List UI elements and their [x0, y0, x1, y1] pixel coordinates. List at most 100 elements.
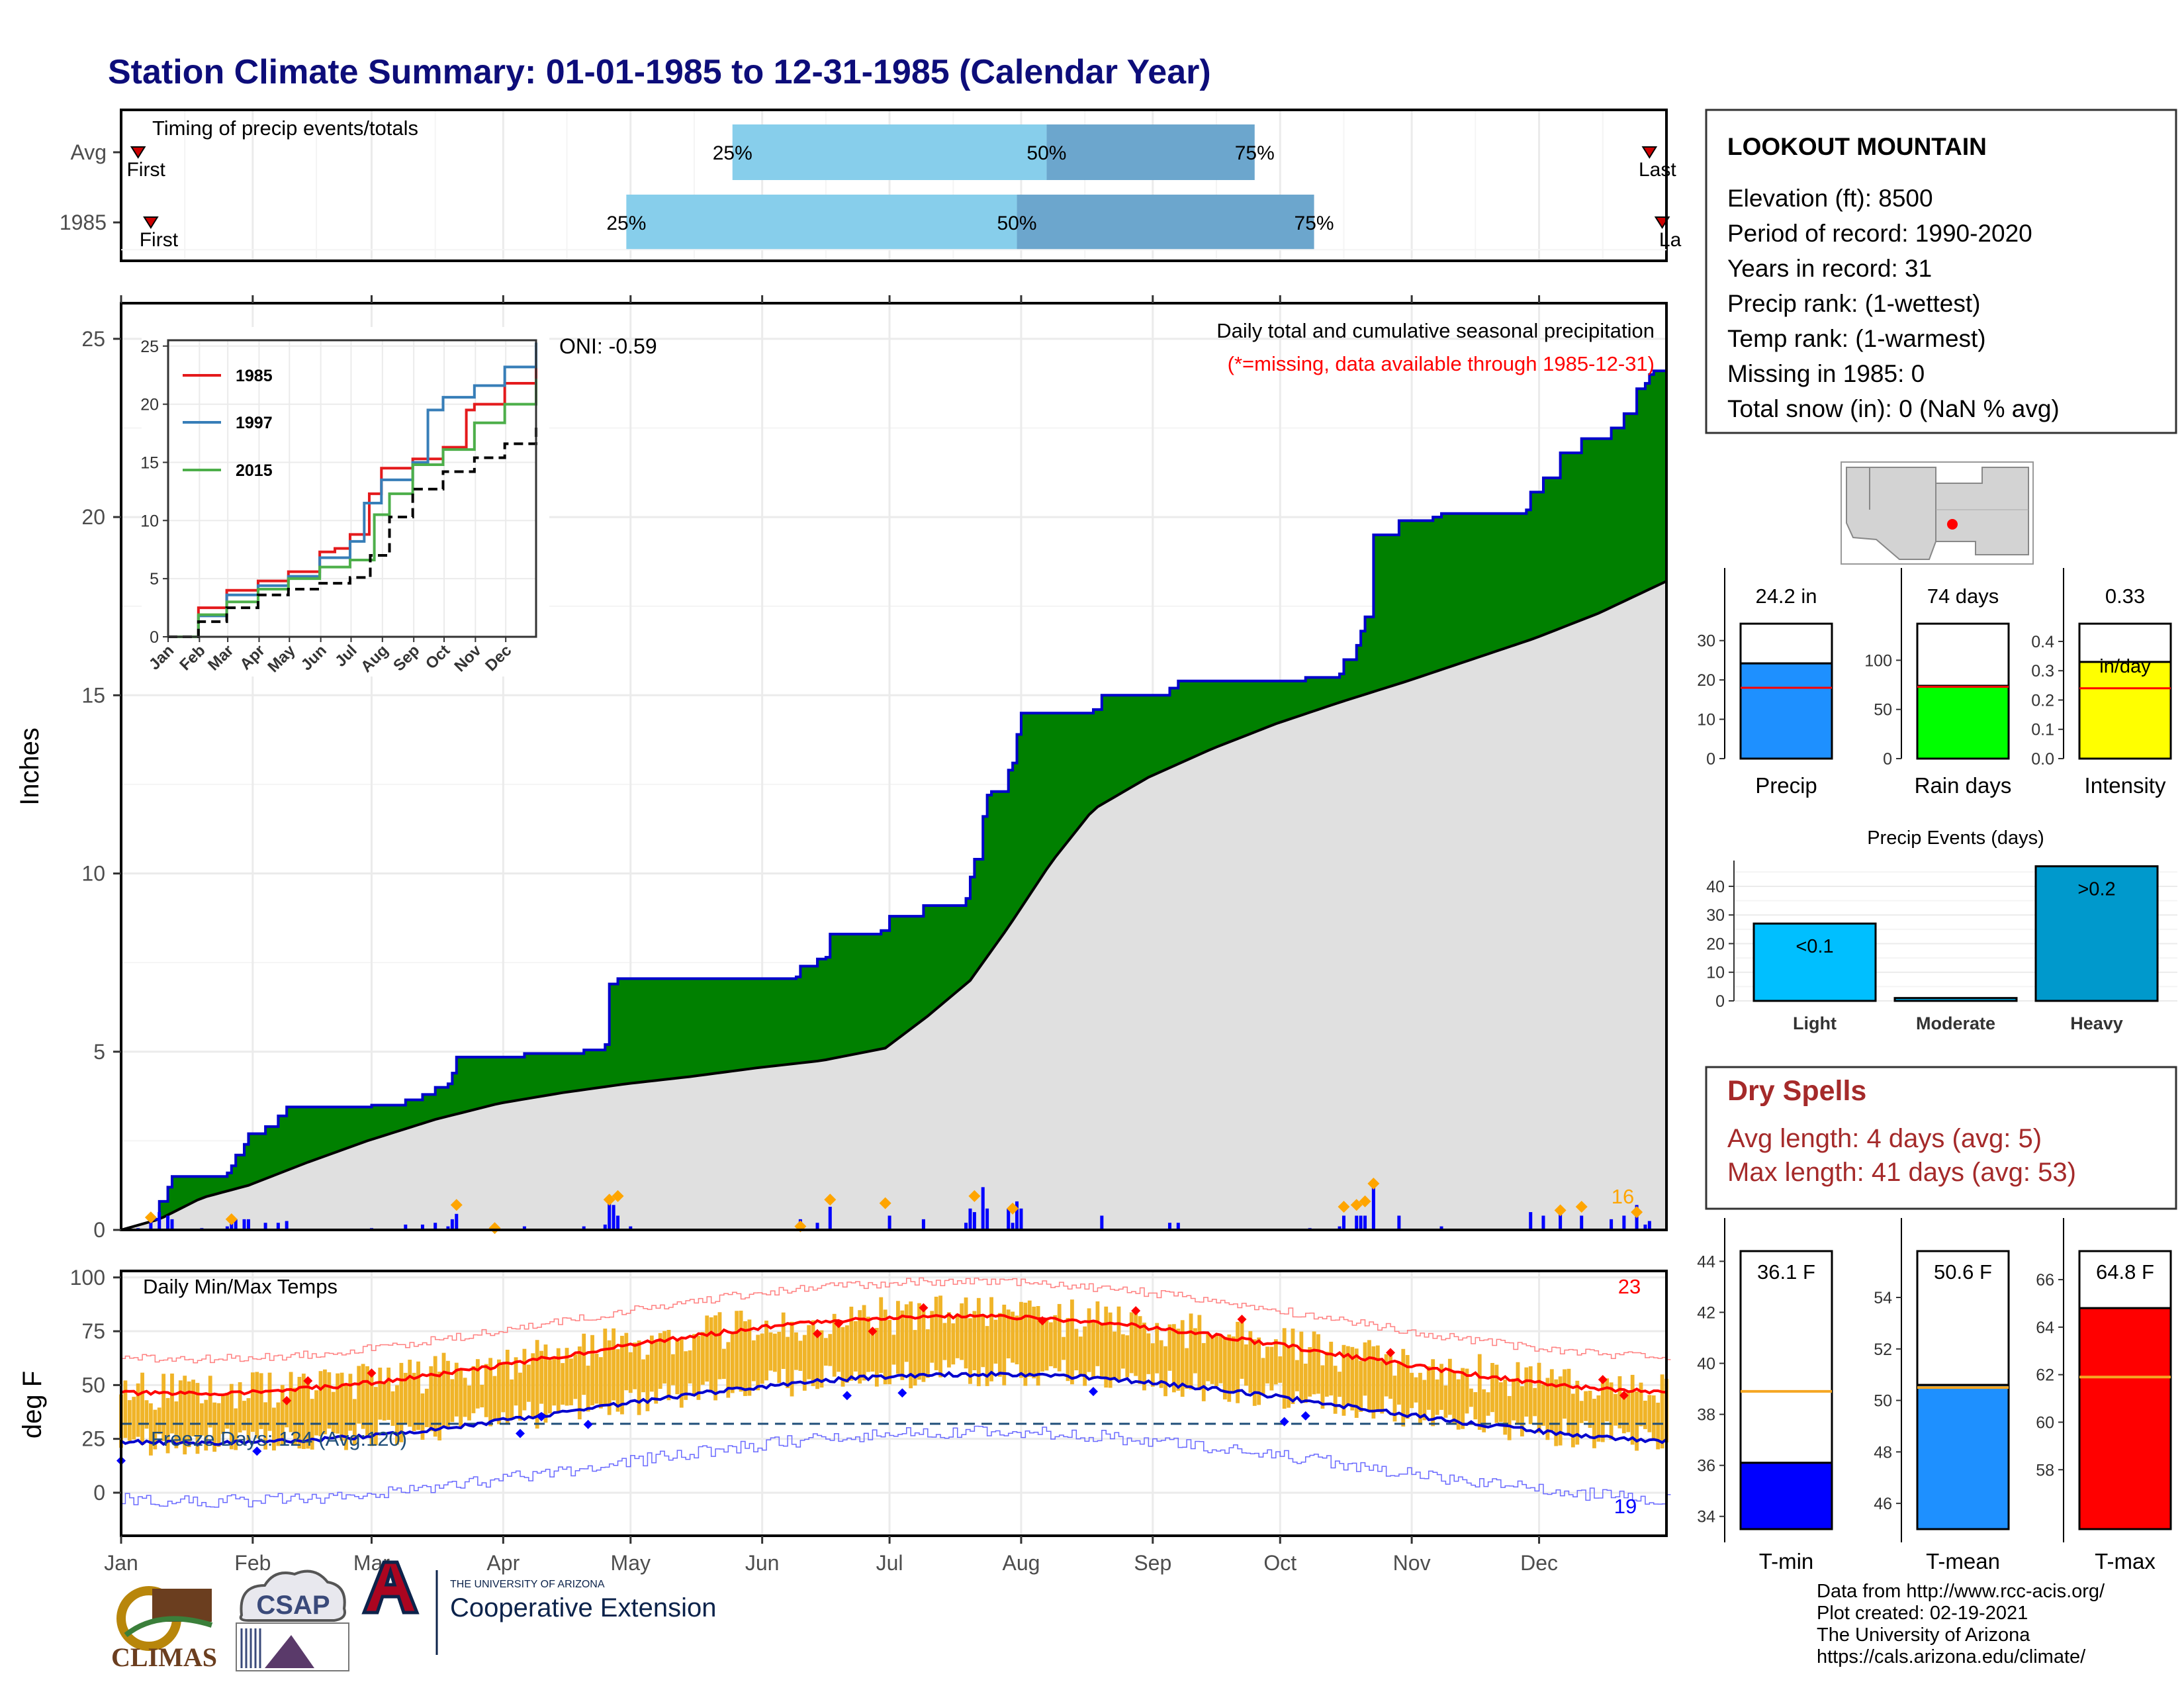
temp-daily-bar [412, 1372, 416, 1431]
temp-daily-bar [556, 1348, 561, 1412]
timing-row-name: 1985 [60, 211, 107, 234]
precip-ytick-label: 25 [81, 327, 105, 351]
temp-daily-bar [1324, 1352, 1329, 1397]
temp-daily-bar [522, 1348, 527, 1411]
temp-daily-bar [1447, 1358, 1452, 1415]
temp-daily-bar [191, 1380, 195, 1436]
temp-daily-bar [612, 1328, 616, 1401]
temp-daily-bar [997, 1313, 1002, 1377]
locator-map-states [1846, 467, 2029, 560]
temp-record-high-marker [367, 1368, 377, 1378]
temp-daily-bar [1596, 1395, 1601, 1442]
timing-bar-q25-q50 [626, 195, 1017, 250]
precip-events-ytick-label: 30 [1706, 906, 1725, 925]
temp-daily-bar [645, 1354, 650, 1411]
temp-daily-bar [157, 1407, 161, 1434]
timing-label-25: 25% [713, 142, 752, 164]
temp-daily-bar [751, 1340, 756, 1382]
temp-summary-bar-fill [1916, 1383, 2010, 1530]
temp-daily-bar [1189, 1313, 1193, 1390]
temp-daily-bar [1614, 1393, 1617, 1426]
temp-daily-bar [140, 1372, 144, 1445]
temp-daily-bar [909, 1301, 913, 1389]
temp-daily-bar [1401, 1348, 1406, 1427]
temp-summary-bar-T-mean [1896, 1218, 2010, 1542]
temp-daily-bar [1282, 1328, 1287, 1409]
precip-ytick-label: 20 [81, 505, 105, 529]
temp-daily-bar [408, 1360, 412, 1427]
precip-events-title: Precip Events (days) [1867, 827, 2044, 849]
temp-daily-bar [480, 1384, 484, 1408]
csap-cloud-icon [239, 1570, 346, 1622]
temp-daily-bar [255, 1372, 259, 1438]
temp-summary-value: 64.8 F [2096, 1260, 2154, 1284]
summary-bar-label: Precip [1755, 773, 1817, 798]
temp-panel-label: Daily Min/Max Temps [143, 1275, 338, 1298]
temp-daily-bar [798, 1340, 803, 1371]
temp-ytick-label: 0 [93, 1481, 105, 1505]
temp-summary-ytick-label: 54 [1874, 1289, 1892, 1307]
station-location-dot [1947, 519, 1958, 530]
credit-line-data-source: Data from http://www.rcc-acis.org/ [1817, 1581, 2105, 1602]
timing-panel [113, 109, 1670, 262]
temp-daily-bar [883, 1309, 887, 1385]
temp-daily-bar [964, 1297, 968, 1369]
temp-record-high-marker [282, 1395, 292, 1405]
logos [116, 1560, 438, 1671]
temp-daily-bar [1494, 1364, 1499, 1423]
csap-mountain-icon [265, 1635, 314, 1668]
temp-daily-bar [1579, 1401, 1584, 1423]
temp-daily-bar [1621, 1395, 1626, 1434]
temp-daily-bar [1609, 1382, 1614, 1440]
temp-daily-bar [1396, 1362, 1401, 1405]
temp-daily-bar [450, 1379, 455, 1423]
precip-daily-bar [921, 1219, 925, 1230]
temp-daily-bar [955, 1313, 960, 1358]
temp-daily-bar [492, 1376, 497, 1421]
timing-bar-q50-q75 [1017, 195, 1314, 250]
temp-daily-bar [1524, 1367, 1529, 1417]
climas-logo-wave [124, 1616, 213, 1638]
temp-daily-bar [968, 1318, 972, 1384]
temp-daily-bar [811, 1320, 815, 1386]
inset-border [167, 339, 537, 638]
temp-daily-bar [488, 1358, 492, 1427]
precip-daily-bar [246, 1219, 250, 1230]
precip-daily-bar [964, 1223, 968, 1230]
temp-daily-bar [692, 1334, 696, 1396]
summary-bar-ytick-label: 20 [1697, 671, 1715, 690]
temp-daily-bar [1193, 1328, 1197, 1374]
temp-daily-bar [484, 1364, 488, 1417]
summary-bar-Intensity [2058, 568, 2172, 760]
temp-daily-bar [501, 1362, 506, 1413]
temp-record-high-marker [1131, 1306, 1141, 1316]
summary-bar-label: Rain days [1915, 773, 2012, 798]
temp-daily-bar [216, 1403, 221, 1447]
temp-daily-bar [1384, 1354, 1388, 1397]
temp-daily-bar [357, 1366, 361, 1424]
precip-daily-bar [522, 1226, 526, 1230]
temp-daily-bar [1303, 1364, 1308, 1403]
station-info-line: Precip rank: (1-wettest) [1727, 290, 1980, 317]
precip-missing-note: (*=missing, data available through 1985-… [1228, 352, 1655, 375]
temp-daily-bar [1248, 1331, 1253, 1393]
temp-daily-bar [225, 1392, 230, 1429]
temp-average-min-line [120, 1370, 1668, 1447]
temp-daily-bar [1414, 1377, 1418, 1403]
temp-daily-bar [675, 1339, 680, 1395]
temp-daily-bar [917, 1303, 921, 1380]
temp-daily-bar [340, 1372, 344, 1441]
inset-ytick-label: 15 [140, 453, 159, 472]
temp-daily-bar [1312, 1331, 1316, 1395]
temp-daily-bar [344, 1384, 348, 1450]
temp-record-min-line [121, 1425, 1671, 1508]
temp-daily-bar [582, 1333, 586, 1395]
temp-daily-bar [709, 1317, 713, 1393]
temp-daily-bar [323, 1369, 327, 1434]
temp-daily-bar [896, 1301, 900, 1374]
temp-ytick-label: 75 [81, 1319, 105, 1343]
precip-y-axis-title: Inches [15, 727, 44, 806]
month-label: Sep [1134, 1551, 1171, 1575]
timing-bar-q50-q75 [1046, 124, 1255, 180]
temp-daily-bar [1218, 1334, 1223, 1383]
